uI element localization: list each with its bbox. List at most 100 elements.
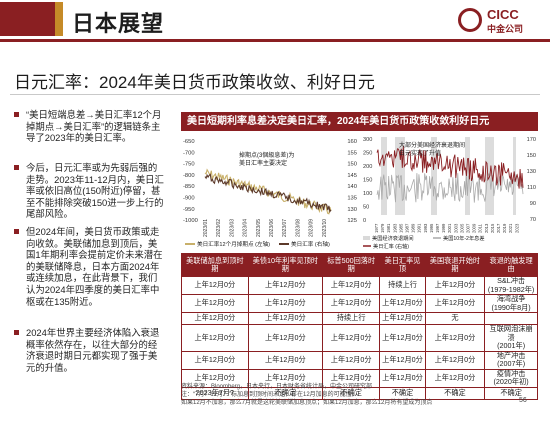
right-chart-right-tick: 130: [527, 169, 536, 175]
right-chart-x-tick: 1983: [392, 223, 397, 233]
table-cell: 上年12月0分: [181, 312, 249, 325]
table-cell: 上年12月0分: [247, 276, 324, 295]
table-header-row: 美联储加息到顶时期 美债10年利率见顶时期 标普500回落时期 美日汇率见顶 美国衰退开…: [181, 253, 538, 277]
table-header-cell: 美日汇率见顶: [379, 253, 426, 277]
table-header-cell: 美联储加息到顶时期: [181, 253, 249, 277]
table-cell: 上年12月0分: [424, 294, 486, 313]
table-header-cell: 美国衰退开始时期: [424, 253, 486, 277]
right-chart-left-tick: 100: [363, 191, 372, 197]
table-cell: 上年12月0分: [247, 312, 324, 325]
right-y-tick-label: 160: [347, 139, 357, 145]
table-row: 上年12月0分 上年12月0分 上年12月0分 上年12月0分 上年12月0分 海湾战争(…: [181, 294, 538, 313]
cicc-logo-icon: [458, 8, 482, 32]
table-cell: 上年12月0分: [322, 350, 381, 370]
table-cell: 上年12月0分: [322, 276, 381, 295]
x-tick-label: 2023/01: [203, 219, 209, 237]
right-chart-x-tick: 1977: [374, 223, 379, 233]
table-cell: 上年12月0分: [247, 324, 324, 352]
right-chart-x-tick: 1999: [441, 223, 446, 233]
right-y-tick-label: 135: [347, 196, 357, 202]
right-chart-x-tick: 2015: [490, 223, 495, 233]
table-cell: 不确定: [424, 386, 486, 400]
table-row: 上年12月0分 上年12月0分 上年12月0分 上年12月0分 上年12月0分 地产冲击(…: [181, 350, 538, 370]
table-cell: 2023年7月?: [181, 386, 249, 400]
left-y-tick-label: -850: [183, 184, 195, 190]
right-y-tick-label: 125: [347, 218, 357, 224]
header-title: 日本展望: [72, 11, 165, 36]
right-chart-x-tick: 2007: [466, 223, 471, 233]
swap-series-line: [204, 168, 332, 215]
source-note: 资料来源：Bloomberg，日本央行，日本财务省统计局，中金公司研究部 注：“…: [181, 383, 501, 407]
left-y-tick-label: -700: [183, 150, 195, 156]
right-y-tick-label: 155: [347, 150, 357, 156]
right-chart-right-tick: 150: [527, 153, 536, 159]
table-cell: 海湾战争 (1990年8月): [484, 294, 538, 313]
table-cell: 上年12月0分: [379, 312, 426, 325]
x-tick-label: 2023/06: [269, 219, 275, 237]
recession-band: [465, 137, 470, 215]
right-chart-x-tick: 1997: [435, 223, 440, 233]
usdjpy-series-line: [376, 145, 524, 189]
table-cell: 不确定: [247, 386, 324, 400]
table-row: 上年12月0分 上年12月0分 上年12月0分 持续上行 上年12月0分 S&L冲击 (19…: [181, 276, 538, 295]
x-tick-label: 2023/07: [282, 219, 288, 237]
right-chart-x-tick: 2003: [453, 223, 458, 233]
right-chart-x-tick: 2005: [459, 223, 464, 233]
source-line: 注：“7月？12月？”标加息到顶时间未定，存在12月加息的可能性。: [181, 392, 358, 398]
x-tick-label: 2023/05: [256, 219, 262, 237]
table-header-cell: 衰退的触发理由: [484, 253, 538, 277]
header-accent-stripe: [55, 2, 63, 36]
right-chart-x-tick: 2021: [508, 223, 513, 233]
left-y-tick-label: -950: [183, 207, 195, 213]
right-chart-left-tick: 300: [363, 137, 372, 143]
left-y-axis-labels: -650 -700 -750 -800 -850 -900 -950 -1000: [183, 139, 198, 224]
right-chart-x-tick: 1993: [423, 223, 428, 233]
table-cell: 上年12月0分: [424, 276, 486, 295]
table-cell: 上年12月0分: [181, 294, 249, 313]
bullet-square-icon: [14, 229, 19, 234]
table-cell: 上年12月0分: [322, 294, 381, 313]
spread-series-line: [376, 172, 524, 203]
bullet-item: “美日短端息差→美日汇率12个月掉期点→美日汇率”的逻辑链条主导了2023年的美…: [14, 109, 166, 144]
table-cell: 上年12月0分: [424, 350, 486, 370]
left-y-tick-label: -750: [183, 162, 195, 168]
right-chart-x-tick: 1989: [411, 223, 416, 233]
right-annotation-line1: 大部分美国经济衰退期间: [399, 141, 465, 149]
legend-spread-label: 美国10年-2年息差: [443, 234, 485, 242]
table-cell: S&L冲击 (1979-1982年): [484, 276, 538, 295]
table-cell: 持续上行: [379, 276, 426, 295]
bullet-square-icon: [14, 112, 19, 117]
bullet-item: 但2024年间，美日货币政策或走向收敛。美联储加息到顶后，美国1年期利率会提前定…: [14, 226, 166, 307]
recession-timeline-table: 美联储加息到顶时期 美债10年利率见顶时期 标普500回落时期 美日汇率见顶 美国衰退开…: [181, 253, 538, 400]
slide-subtitle: 日元汇率：2024年美日货币政策收敛、利好日元: [14, 73, 375, 92]
right-chart-x-tick: 2017: [496, 223, 501, 233]
header-accent-block: [0, 2, 55, 36]
table-row: 上年12月0分 上年12月0分 上年12月0分 上年12月0分 上年12月0分 互联网泡沫…: [181, 324, 538, 352]
table-cell: 上年12月0分: [379, 294, 426, 313]
table-cell: 上年12月0分: [322, 324, 381, 352]
table-cell: 互联网泡沫崩溃 (2001年): [484, 324, 538, 352]
bullet-square-icon: [14, 330, 19, 335]
right-chart-right-tick: 170: [527, 137, 536, 143]
table-cell: 不确定: [484, 386, 538, 400]
right-y-axis-labels: 160 155 150 145 140 135 130 125: [347, 139, 357, 224]
table-row: 2023年7月? 不确定 不确定 不确定 不确定 不确定: [181, 386, 538, 400]
right-chart-x-tick: 2023: [514, 223, 519, 233]
table-cell: 上年12月0分: [181, 350, 249, 370]
right-chart-x-tick: 1981: [386, 223, 391, 233]
left-chart: -650 -700 -750 -800 -850 -900 -950 -1000 160 155…: [183, 139, 357, 248]
left-annotation-line1: 掉期点(3個級息差)为: [239, 151, 294, 159]
left-y-tick-label: -900: [183, 196, 195, 202]
right-y-tick-label: 140: [347, 184, 357, 190]
subtitle-divider: [10, 94, 540, 95]
table-header-cell: 标普500回落时期: [322, 253, 381, 277]
right-chart-right-tick: 90: [530, 201, 536, 207]
x-tick-label: 2023/02: [216, 219, 222, 237]
x-axis-labels: 2023/01 2023/02 2023/03 2023/04 2023/05 2023/…: [203, 219, 328, 237]
bullet-item: 2024年世界主要经济体陷入衰退概率依然存在，以往大部分的经济衰退时期日元都实现…: [14, 327, 166, 373]
table-row: 上年12月0分 上年12月0分 持续上行 上年12月0分无: [181, 312, 538, 325]
table-cell: 上年12月0分: [181, 276, 249, 295]
right-chart-right-tick: 70: [530, 217, 536, 223]
legend-recession-label: 美国经济衰退期间: [372, 234, 414, 242]
table-cell: 上年12月0分: [424, 324, 486, 352]
